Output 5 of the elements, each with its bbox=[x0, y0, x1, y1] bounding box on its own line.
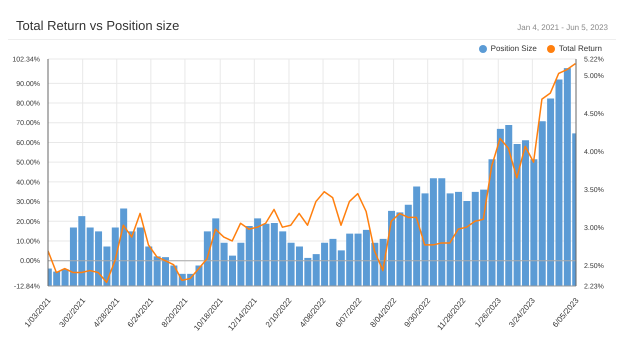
chart-title: Total Return vs Position size bbox=[16, 18, 180, 33]
line-series bbox=[48, 62, 576, 284]
legend-label: Total Return bbox=[558, 44, 602, 53]
legend-label: Position Size bbox=[490, 44, 537, 53]
chart-subtitle: Jan 4, 2021 - Jun 5, 2023 bbox=[517, 23, 608, 32]
